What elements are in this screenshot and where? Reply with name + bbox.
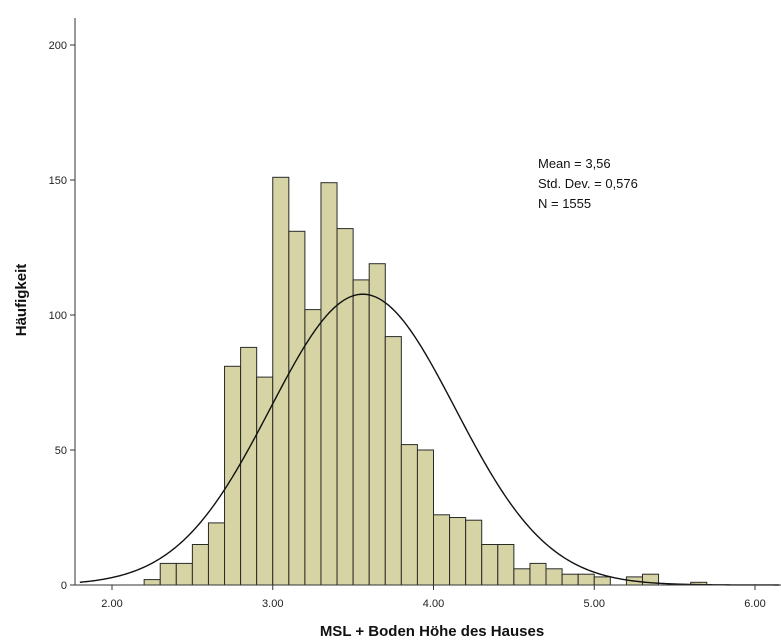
histogram-bars [143,176,708,586]
histogram-bar-13 [352,279,370,586]
stats-box: Mean = 3,56 Std. Dev. = 0,576 N = 1555 [538,156,638,211]
y-tick-label-4: 200 [49,40,67,52]
histogram-bar-16 [400,444,418,586]
y-axis-title: Häufigkeit [13,264,30,337]
stats-mean: Mean = 3,56 [538,156,611,171]
x-tick-label-0: 2.00 [101,598,122,610]
histogram-bar-14 [368,263,386,586]
histogram-bar-15 [384,336,402,586]
x-tick-label-3: 5.00 [584,598,605,610]
x-tick-label-2: 4.00 [423,598,444,610]
x-axis-title: MSL + Boden Höhe des Hauses [320,623,544,640]
stats-n: N = 1555 [538,196,591,211]
y-tick-label-1: 50 [55,445,67,457]
stats-std-dev: Std. Dev. = 0,576 [538,176,638,191]
histogram-bar-17 [416,449,434,586]
y-axis-ticks: 0 50 100 150 200 [49,40,75,592]
histogram-bar-27 [577,573,595,586]
histogram-bar-0 [143,579,161,586]
histogram-bar-18 [433,514,451,586]
histogram-bar-23 [513,568,531,586]
histogram-bar-1 [159,562,177,586]
histogram-bar-20 [465,519,483,586]
histogram-bar-12 [336,228,354,586]
y-tick-label-0: 0 [61,580,67,592]
histogram-bar-8 [272,176,290,586]
histogram-bar-26 [561,573,579,586]
histogram-bar-2 [175,562,193,586]
histogram-bar-11 [320,182,338,586]
histogram-bar-3 [191,544,209,586]
histogram-bar-6 [240,346,258,586]
histogram-bar-22 [497,544,515,586]
histogram-bar-19 [449,517,467,586]
histogram-bar-24 [529,562,547,586]
histogram-bar-10 [304,309,322,586]
normal-distribution-curve [79,293,780,586]
histogram-bar-25 [545,568,563,586]
x-tick-label-4: 6.00 [744,598,765,610]
x-axis-ticks: 2.00 3.00 4.00 5.00 6.00 [101,585,766,610]
histogram-bar-21 [481,544,499,586]
y-tick-label-3: 150 [49,175,67,187]
histogram-bar-4 [207,522,226,586]
y-tick-label-2: 100 [49,310,67,322]
histogram-bar-28 [593,576,611,586]
histogram-bar-9 [288,230,306,586]
x-tick-label-1: 3.00 [262,598,283,610]
